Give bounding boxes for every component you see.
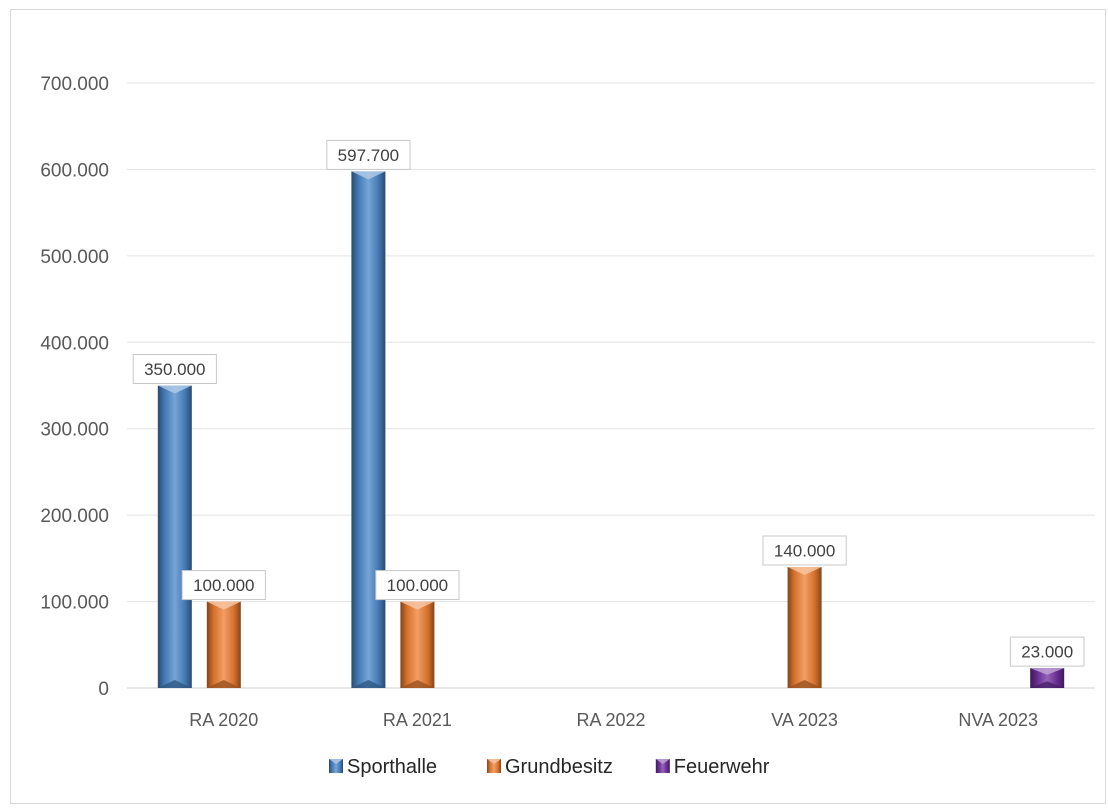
x-tick-label-ra-2022: RA 2022 [576, 710, 645, 730]
bars [157, 171, 1065, 688]
y-tick-label: 500.000 [40, 247, 109, 268]
data-label-grundbesitz-va-2023: 140.000 [762, 535, 847, 566]
y-axis: 0 100.000 200.000 300.000 400.000 500.000 600.… [40, 74, 109, 700]
data-label-sporthalle-ra-2021: 597.700 [326, 139, 411, 170]
chart-frame [10, 9, 1106, 804]
y-tick-label: 0 [98, 679, 109, 700]
svg-text:Sporthalle: Sporthalle [347, 756, 437, 778]
bar-grundbesitz-ra-2021 [400, 601, 435, 688]
x-axis: RA 2020 RA 2021 RA 2022 VA 2023 NVA 2023 [189, 710, 1038, 730]
svg-text:597.700: 597.700 [338, 146, 399, 165]
bar-grundbesitz-ra-2020 [206, 601, 241, 688]
y-tick-label: 200.000 [40, 506, 109, 527]
y-tick-label: 100.000 [40, 593, 109, 614]
bar-grundbesitz-va-2023 [787, 567, 822, 688]
x-tick-label-ra-2020: RA 2020 [189, 710, 258, 730]
data-labels: 350.000 100.000 597.700 100.000 140.000 23.00… [132, 139, 1085, 667]
bar-sporthalle-ra-2021 [351, 171, 386, 688]
legend-item-grundbesitz: Grundbesitz [487, 756, 613, 778]
data-label-feuerwehr-nva-2023: 23.000 [1009, 636, 1085, 667]
svg-text:350.000: 350.000 [144, 360, 205, 379]
data-label-grundbesitz-ra-2021: 100.000 [375, 570, 460, 601]
data-label-sporthalle-ra-2020: 350.000 [132, 354, 217, 384]
svg-text:Feuerwehr: Feuerwehr [674, 756, 770, 778]
y-tick-label: 700.000 [40, 74, 109, 95]
y-tick-label: 600.000 [40, 160, 109, 181]
data-label-grundbesitz-ra-2020: 100.000 [181, 570, 266, 601]
legend-item-feuerwehr: Feuerwehr [655, 756, 770, 778]
y-tick-label: 300.000 [40, 420, 109, 441]
x-tick-label-va-2023: VA 2023 [771, 710, 838, 730]
gridlines [127, 82, 1095, 689]
bar-feuerwehr-nva-2023 [1030, 668, 1065, 688]
y-tick-label: 400.000 [40, 333, 109, 354]
legend-item-sporthalle: Sporthalle [329, 756, 437, 778]
svg-text:100.000: 100.000 [193, 576, 254, 595]
bar-sporthalle-ra-2020 [157, 385, 192, 688]
svg-text:100.000: 100.000 [387, 576, 448, 595]
x-tick-label-ra-2021: RA 2021 [383, 710, 452, 730]
svg-text:140.000: 140.000 [774, 542, 835, 561]
x-tick-label-nva-2023: NVA 2023 [958, 710, 1038, 730]
legend: Sporthalle Grundbesitz Feuerwehr [329, 756, 770, 778]
svg-text:23.000: 23.000 [1021, 643, 1073, 662]
svg-text:Grundbesitz: Grundbesitz [505, 756, 613, 778]
